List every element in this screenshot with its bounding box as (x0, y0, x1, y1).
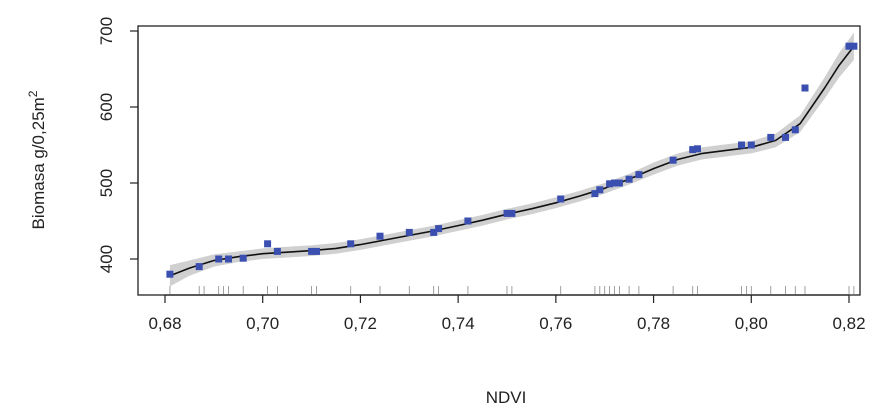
data-point (738, 141, 745, 149)
x-tick-label: 0,68 (148, 314, 181, 333)
data-point (195, 263, 203, 271)
x-tick-label: 0,70 (246, 314, 279, 333)
y-tick-label: 500 (97, 169, 116, 197)
data-point (689, 146, 697, 154)
data-point (625, 175, 633, 183)
data-point (767, 133, 775, 141)
data-point (557, 195, 565, 203)
data-point (503, 209, 511, 217)
x-tick-label: 0,82 (832, 314, 865, 333)
data-point (850, 42, 858, 50)
data-point (747, 141, 755, 149)
data-point (347, 240, 355, 248)
smooth-curve (169, 45, 855, 277)
data-point (405, 228, 413, 236)
y-axis-title-main: Biomasa g/0,25m (29, 97, 48, 229)
data-point (801, 84, 809, 92)
data-point (166, 270, 174, 278)
rug-ticks (169, 286, 855, 294)
data-point (694, 145, 701, 153)
y-axis: 400 500 600 700 (97, 17, 139, 273)
confidence-band-area (169, 32, 854, 287)
data-point (635, 171, 643, 179)
data-point (308, 247, 316, 255)
x-tick-label: 0,78 (637, 314, 670, 333)
y-tick-label: 700 (97, 17, 116, 45)
x-axis: 0,68 0,70 0,72 0,74 0,76 0,78 0,80 0,82 (148, 294, 866, 333)
y-axis-title: Biomasa g/0,25m2 (26, 90, 48, 229)
data-point (782, 133, 789, 141)
data-point (669, 156, 677, 164)
x-tick-label: 0,74 (442, 314, 475, 333)
y-axis-title-superscript: 2 (26, 90, 40, 97)
data-points (166, 42, 858, 278)
y-tick-label: 400 (97, 245, 116, 273)
data-point (239, 254, 247, 262)
x-tick-label: 0,80 (735, 314, 768, 333)
data-point (508, 209, 516, 217)
data-point (215, 255, 223, 263)
data-point (264, 240, 272, 248)
confidence-band (169, 32, 854, 287)
data-point (313, 247, 320, 255)
data-point (376, 232, 384, 240)
data-point (791, 126, 799, 134)
x-tick-label: 0,72 (344, 314, 377, 333)
smooth-line (169, 45, 855, 277)
data-point (430, 228, 438, 236)
data-point (615, 179, 623, 187)
y-tick-label: 600 (97, 93, 116, 121)
x-tick-label: 0,76 (539, 314, 572, 333)
data-point (273, 247, 281, 255)
data-point (606, 180, 614, 188)
data-point (225, 255, 232, 263)
x-axis-title: NDVI (486, 388, 527, 407)
data-point (845, 42, 853, 50)
data-point (591, 190, 599, 198)
data-point (464, 217, 472, 225)
data-point (596, 186, 604, 194)
data-point (611, 179, 618, 187)
data-point (435, 225, 443, 233)
